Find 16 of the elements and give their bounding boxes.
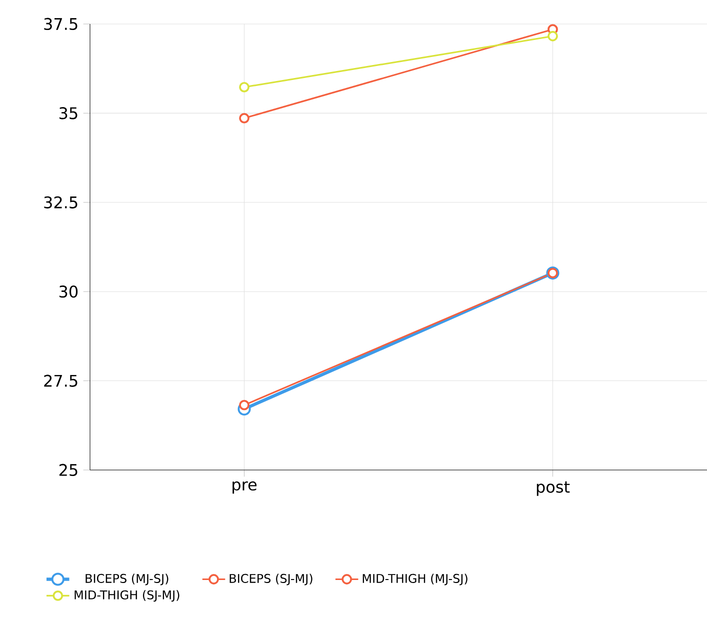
y-tick-label: 32.5 — [44, 196, 78, 208]
point — [239, 112, 250, 124]
x-tick-label: pre — [232, 481, 257, 494]
legend-label: MID-THIGH (SJ-MJ) — [74, 590, 180, 602]
point — [239, 400, 250, 410]
y-tick-label: 25 — [59, 464, 78, 476]
point — [239, 82, 250, 92]
x-tick-label: post — [536, 481, 570, 496]
y-tick-label: 30 — [59, 286, 78, 298]
y-tick-label: 37.5 — [44, 18, 78, 30]
y-tick-label: 35 — [59, 107, 78, 120]
legend-label: MID-THIGH (MJ-SJ) — [362, 574, 468, 586]
legend-label: BICEPS (SJ-MJ) — [230, 574, 312, 586]
y-tick-label: 27.5 — [44, 374, 78, 387]
legend-label: BICEPS (MJ-SJ) — [86, 574, 168, 586]
point — [548, 30, 558, 42]
